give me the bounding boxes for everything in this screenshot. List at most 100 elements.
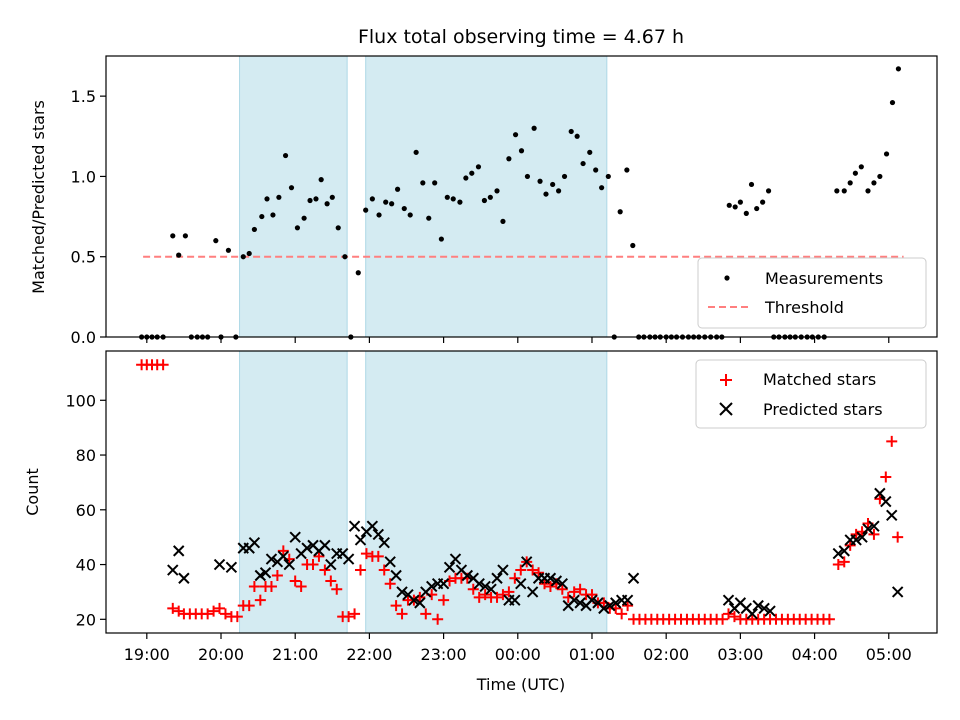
measurement-point-74 [599, 185, 605, 191]
matched-point-57 [473, 591, 485, 603]
measurement-point-66 [550, 181, 556, 188]
measurement-point-7 [182, 233, 188, 239]
measurement-point-123 [889, 99, 896, 106]
predicted-point-84 [856, 531, 868, 543]
xtick-label-6: 01:00 [569, 645, 615, 664]
matched-point-118 [838, 556, 850, 568]
matched-point-82 [622, 600, 634, 612]
matched-point-62 [503, 586, 515, 598]
measurement-point-71 [580, 160, 586, 167]
measurement-point-56 [487, 194, 493, 200]
measurement-point-99 [743, 210, 749, 216]
matched-point-11 [202, 608, 214, 620]
matched-point-117 [832, 559, 844, 571]
matched-point-38 [360, 548, 372, 560]
predicted-point-39 [437, 578, 450, 590]
matched-point-51 [438, 594, 450, 606]
measurement-point-69 [568, 128, 574, 135]
xtick-label-10: 05:00 [866, 645, 912, 664]
predicted-point-61 [568, 594, 580, 606]
predicted-point-46 [479, 580, 491, 593]
matched-point-27 [295, 580, 307, 592]
predicted-point-3 [213, 558, 226, 571]
measurement-point-21 [270, 212, 276, 218]
measurement-point-18 [251, 226, 257, 233]
matched-point-48 [420, 608, 432, 620]
xtick-label-2: 21:00 [272, 645, 318, 664]
measurement-point-57 [494, 188, 500, 194]
matched-point-123 [868, 528, 880, 540]
predicted-point-64 [586, 594, 598, 606]
predicted-point-34 [408, 594, 420, 606]
measurement-point-32 [335, 225, 341, 231]
measurement-point-30 [324, 201, 330, 207]
measurement-point-75 [605, 173, 611, 180]
matched-stars-series [136, 359, 904, 625]
measurement-point-23 [282, 152, 289, 159]
matched-point-126 [886, 435, 898, 447]
measurement-point-97 [732, 204, 738, 210]
xtick-label-1: 20:00 [198, 645, 244, 664]
top-ytick-label-1: 0.5 [71, 248, 96, 267]
predicted-point-67 [604, 599, 616, 612]
bottom-shaded-spans [239, 350, 608, 634]
xtick-label-9: 04:00 [792, 645, 838, 664]
predicted-point-28 [372, 528, 385, 541]
predicted-point-71 [627, 572, 640, 584]
matched-point-71 [556, 583, 568, 595]
measurement-point-48 [438, 236, 444, 242]
measurement-point-115 [841, 188, 847, 194]
top-x-ticks [146, 337, 890, 343]
measurement-point-98 [737, 199, 743, 205]
measurement-point-26 [301, 215, 307, 221]
legend-predicted-label: Predicted stars [763, 400, 883, 419]
top-y-ticks: 0.0 0.5 1.0 1.5 [71, 87, 106, 347]
measurement-point-20 [264, 196, 270, 202]
top-legend: Measurements Threshold [697, 257, 927, 329]
matched-point-60 [491, 591, 503, 603]
xtick-label-7: 02:00 [643, 645, 689, 664]
predicted-point-35 [414, 597, 426, 609]
measurement-point-14 [225, 247, 232, 253]
predicted-point-25 [354, 534, 367, 546]
measurement-point-70 [574, 133, 580, 139]
predicted-point-47 [485, 583, 497, 595]
measurement-point-65 [543, 191, 549, 197]
predicted-point-2 [178, 572, 190, 584]
predicted-point-29 [378, 536, 390, 549]
measurement-point-17 [246, 250, 252, 257]
predicted-point-1 [173, 545, 185, 557]
measurement-point-102 [760, 199, 766, 205]
predicted-point-41 [449, 553, 462, 565]
matched-point-73 [568, 586, 580, 598]
measurement-point-55 [481, 197, 488, 204]
legend-measurements-marker [724, 275, 730, 281]
measurement-point-31 [329, 194, 335, 200]
legend-matched-label: Matched stars [763, 370, 876, 389]
measurement-point-33 [342, 254, 348, 260]
predicted-point-51 [509, 594, 521, 606]
xtick-label-0: 19:00 [124, 645, 170, 664]
bottom-ytick-label-2: 60 [76, 501, 96, 520]
predicted-point-27 [366, 520, 379, 532]
measurement-point-25 [294, 225, 301, 231]
top-shaded-spans [239, 55, 608, 338]
measurement-point-24 [288, 185, 295, 191]
top-legend-box [697, 257, 927, 329]
predicted-point-30 [384, 556, 396, 568]
bottom-y-ticks: 20 40 60 80 100 [65, 391, 106, 629]
matched-point-74 [574, 583, 586, 595]
predicted-point-68 [610, 597, 622, 609]
measurement-point-60 [512, 132, 519, 138]
measurement-point-121 [877, 173, 883, 180]
measurement-point-6 [176, 252, 182, 258]
matched-point-40 [372, 550, 384, 562]
bottom-y-axis-label: Count [23, 468, 42, 516]
matched-point-33 [331, 583, 343, 595]
measurement-point-64 [537, 178, 543, 184]
predicted-point-80 [832, 547, 845, 560]
predicted-stars-series [167, 487, 904, 620]
matched-point-32 [325, 575, 337, 587]
matched-point-100 [728, 611, 740, 623]
matched-point-69 [544, 580, 556, 592]
